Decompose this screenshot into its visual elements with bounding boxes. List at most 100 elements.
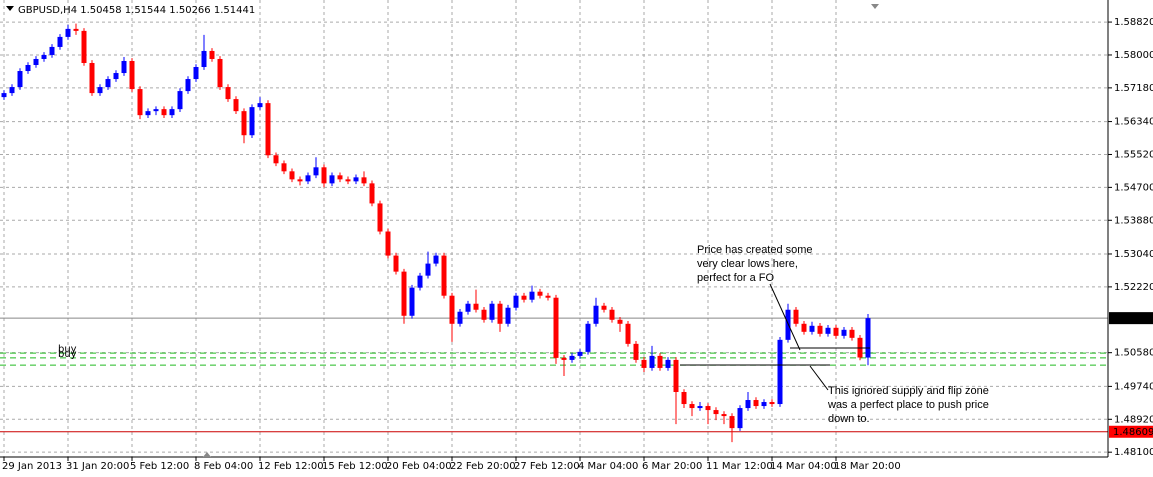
y-tick-label: 1.54700 <box>1114 182 1153 193</box>
candle-body <box>145 111 151 116</box>
candle-body <box>281 163 287 172</box>
x-tick-label: 18 Mar 20:00 <box>834 461 901 472</box>
candle-body <box>17 71 23 88</box>
candle-body <box>393 255 399 272</box>
candle-body <box>801 323 807 332</box>
y-tick-label: 1.58000 <box>1114 50 1153 61</box>
candle-body <box>681 392 687 405</box>
candle-body <box>777 339 783 405</box>
candle-body <box>73 28 79 31</box>
candles <box>1 23 871 443</box>
candle-body <box>649 355 655 368</box>
candle-body <box>425 263 431 276</box>
candle-body <box>865 318 871 358</box>
candle-body <box>753 400 759 407</box>
candle-body <box>89 62 95 94</box>
candle-body <box>33 58 39 65</box>
candle-body <box>537 291 543 296</box>
candle-body <box>441 255 447 296</box>
candle-body <box>601 305 607 310</box>
candle-body <box>81 30 87 63</box>
candle-body <box>737 408 743 429</box>
x-tick-label: 29 Jan 2013 <box>2 461 62 472</box>
y-tick-label: 1.55520 <box>1114 149 1153 160</box>
candle-body <box>169 109 175 116</box>
y-tick-label: 1.52220 <box>1114 282 1153 293</box>
candle-body <box>337 175 343 180</box>
candle-body <box>289 171 295 180</box>
x-tick-label: 20 Feb 04:00 <box>386 461 452 472</box>
symbol-marker <box>6 6 14 11</box>
candle-body <box>225 87 231 100</box>
y-tick-label: 1.58820 <box>1114 17 1153 28</box>
order-label: buy <box>58 344 77 355</box>
annotation-text: was a perfect place to push price <box>827 399 989 411</box>
candle-body <box>377 203 383 232</box>
candle-body <box>297 179 303 182</box>
y-tick-label: 1.48100 <box>1114 447 1153 458</box>
candle-body <box>721 414 727 417</box>
candle-body <box>593 305 599 324</box>
candle-body <box>193 67 199 80</box>
annotation-pointer <box>809 365 829 391</box>
x-tick-label: 4 Mar 04:00 <box>578 461 638 472</box>
y-tick-label: 1.50580 <box>1114 348 1153 359</box>
candle-body <box>313 167 319 176</box>
candle-body <box>641 359 647 368</box>
candle-body <box>849 329 855 338</box>
x-tick-label: 27 Feb 12:00 <box>514 461 580 472</box>
candle-body <box>25 64 31 72</box>
candle-body <box>217 58 223 88</box>
annotation-pointer <box>769 283 801 351</box>
y-tick-label: 1.57180 <box>1114 83 1153 94</box>
price-tag-label: 1.51441 <box>1113 313 1153 324</box>
candle-body <box>233 99 239 112</box>
candle-body <box>817 325 823 334</box>
candle-body <box>129 60 135 90</box>
candle-body <box>265 103 271 156</box>
candle-body <box>361 177 367 184</box>
candle-body <box>513 295 519 308</box>
candle-body <box>201 50 207 68</box>
annotation-text: This ignored supply and flip zone <box>828 385 989 397</box>
candle-body <box>561 357 567 360</box>
candle-body <box>545 295 551 298</box>
candle-body <box>113 73 119 80</box>
candle-body <box>409 287 415 316</box>
candle-body <box>353 177 359 182</box>
candle-body <box>449 295 455 324</box>
x-tick-label: 11 Mar 12:00 <box>706 461 773 472</box>
candle-body <box>273 155 279 164</box>
candle-body <box>713 410 719 415</box>
candle-body <box>9 87 15 94</box>
x-tick-label: 5 Feb 12:00 <box>130 461 189 472</box>
y-tick-label: 1.56340 <box>1114 117 1153 128</box>
candle-body <box>609 309 615 320</box>
candle-body <box>473 303 479 310</box>
x-tick-label: 12 Feb 12:00 <box>258 461 324 472</box>
candle-body <box>97 87 103 94</box>
candle-body <box>697 406 703 409</box>
candle-body <box>137 89 143 116</box>
y-tick-label: 1.53880 <box>1114 215 1153 226</box>
candle-body <box>105 79 111 88</box>
annotation-text: perfect for a FO <box>697 272 774 284</box>
candle-body <box>577 351 583 356</box>
y-tick-label: 1.48920 <box>1114 414 1153 425</box>
candle-body <box>241 111 247 136</box>
x-tick-label: 15 Feb 12:00 <box>322 461 388 472</box>
candle-body <box>793 309 799 324</box>
price-tag <box>1109 312 1153 325</box>
candle-body <box>153 109 159 112</box>
candle-body <box>49 46 55 55</box>
x-tick-label: 22 Feb 20:00 <box>450 461 516 472</box>
candle-body <box>521 295 527 300</box>
candle-body <box>809 325 815 332</box>
chart-title: GBPUSD,H4 1.50458 1.51544 1.50266 1.5144… <box>18 5 255 16</box>
candle-body <box>329 175 335 184</box>
candle-body <box>457 311 463 324</box>
candle-body <box>433 255 439 264</box>
candle-body <box>569 355 575 360</box>
x-tick-label: 6 Mar 20:00 <box>642 461 702 472</box>
